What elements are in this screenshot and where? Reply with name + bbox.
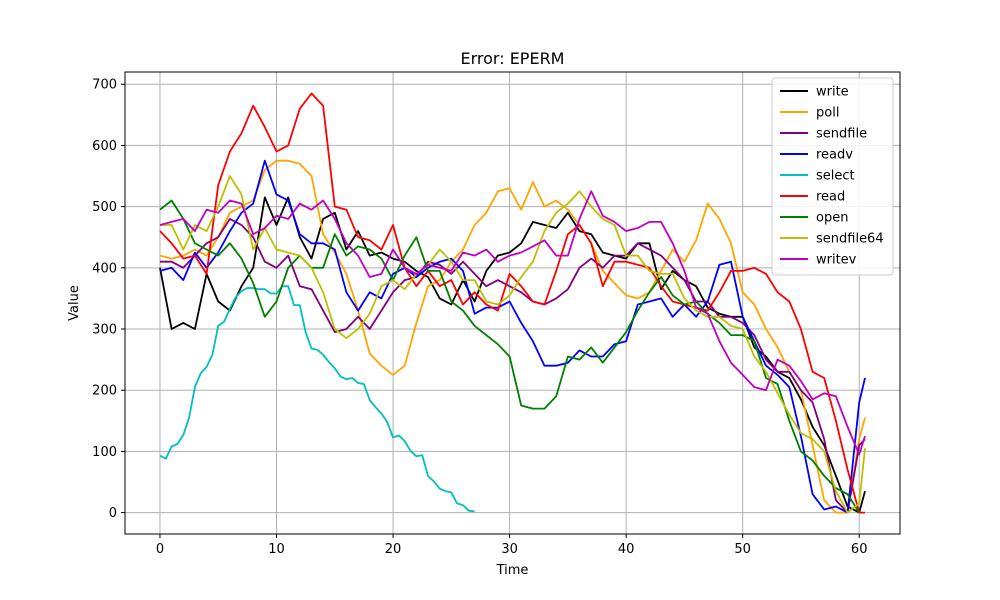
legend: write poll sendfile readv select read open send… xyxy=(771,77,894,276)
y-tick-label: 400 xyxy=(92,261,117,276)
y-tick-label: 700 xyxy=(92,78,117,93)
x-tick-label: 40 xyxy=(618,542,635,557)
y-tick-label: 200 xyxy=(92,384,117,399)
series-line-sendfile xyxy=(160,217,866,514)
legend-label-readv: readv xyxy=(816,148,853,163)
legend-label-read: read xyxy=(816,190,845,205)
y-tick-label: 600 xyxy=(92,139,117,154)
y-tick-label: 100 xyxy=(92,445,117,460)
legend-label-sendfile: sendfile xyxy=(816,127,867,142)
legend-label-open: open xyxy=(816,211,848,226)
x-tick-label: 60 xyxy=(851,542,868,557)
x-tick-label: 0 xyxy=(156,542,164,557)
series-line-open xyxy=(159,199,860,514)
y-tick-label: 300 xyxy=(92,323,117,338)
legend-label-write: write xyxy=(816,85,849,100)
chart-title: Error: EPERM xyxy=(461,49,565,68)
series-line-select xyxy=(159,285,475,513)
y-tick-label: 500 xyxy=(92,200,117,215)
series-line-read xyxy=(159,92,865,514)
series-lines xyxy=(159,92,866,514)
x-axis-label: Time xyxy=(496,563,529,578)
legend-label-select: select xyxy=(816,169,855,184)
series-line-poll xyxy=(159,159,866,514)
legend-box xyxy=(771,77,894,276)
series-line-write xyxy=(159,196,866,514)
y-axis-label: Value xyxy=(67,285,82,321)
series-line-readv xyxy=(159,159,866,514)
y-tick-label: 0 xyxy=(109,506,117,521)
plot-frame xyxy=(124,71,901,535)
series-line-writev xyxy=(159,190,866,456)
grid xyxy=(125,72,900,534)
legend-label-poll: poll xyxy=(816,106,839,121)
series-line-sendfile64 xyxy=(160,175,866,514)
x-tick-label: 50 xyxy=(734,542,751,557)
x-tick-label: 10 xyxy=(268,542,285,557)
legend-label-sendfile64: sendfile64 xyxy=(816,232,884,247)
x-tick-label: 30 xyxy=(501,542,518,557)
legend-label-writev: writev xyxy=(816,253,857,268)
x-tick-label: 20 xyxy=(385,542,402,557)
